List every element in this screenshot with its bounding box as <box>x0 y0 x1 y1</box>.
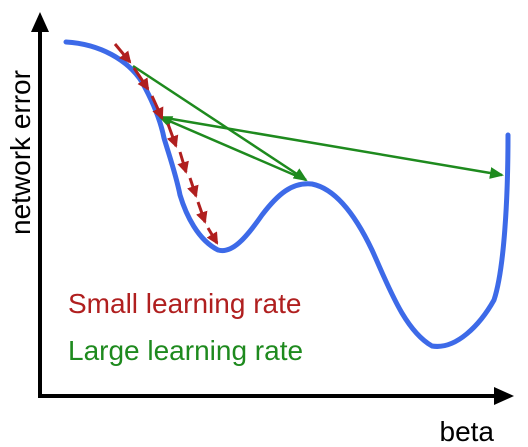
small-step-1 <box>113 43 132 64</box>
large-step-2 <box>158 115 307 182</box>
x-axis-arrowhead <box>494 387 514 405</box>
legend-large-learning-rate: Large learning rate <box>68 335 303 366</box>
small-step-7 <box>196 201 208 224</box>
y-axis-label: network error <box>5 70 36 235</box>
small-step-3 <box>150 95 164 120</box>
y-axis-arrowhead <box>31 12 49 32</box>
small-step-6 <box>187 177 199 198</box>
small-step-5 <box>177 151 189 174</box>
legend-small-learning-rate: Small learning rate <box>68 288 301 319</box>
small-step-2 <box>132 67 150 91</box>
small-step-4 <box>166 123 179 148</box>
small-step-8 <box>206 227 219 245</box>
large-step-1 <box>132 64 308 182</box>
x-axis-label: beta <box>440 416 495 447</box>
large-step-3 <box>159 115 504 179</box>
small-steps <box>113 43 219 245</box>
